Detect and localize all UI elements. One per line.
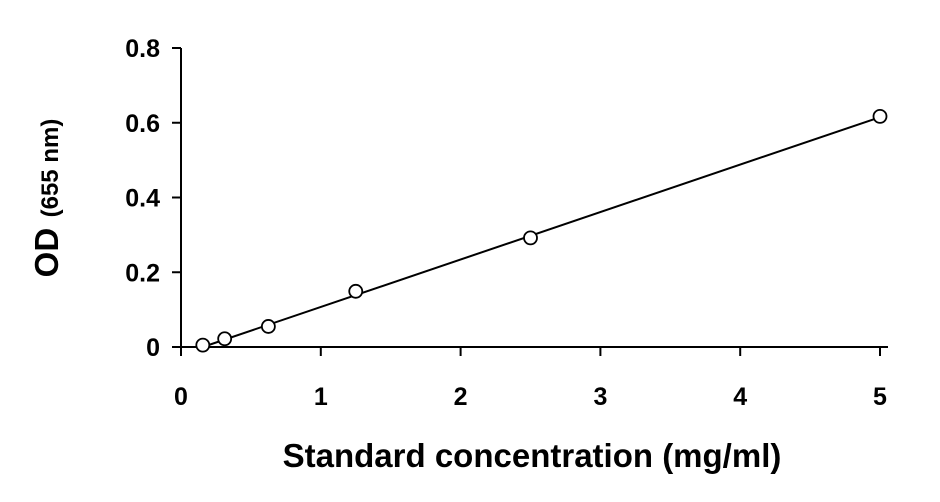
x-tick-label: 2 [454, 383, 468, 411]
x-axis-title: Standard concentration (mg/ml) [283, 437, 782, 474]
data-point [260, 319, 276, 334]
y-tick-label: 0.2 [125, 259, 160, 287]
y-tick-label: 0 [146, 334, 160, 362]
data-point [195, 337, 211, 353]
y-axis-title-main: OD [28, 228, 65, 278]
y-tick-label: 0.4 [125, 185, 160, 213]
x-tick-label: 1 [314, 383, 328, 411]
x-tick-label: 5 [873, 383, 887, 411]
y-axis-title: OD (655 nm) [28, 119, 65, 278]
x-tick-label: 0 [174, 383, 188, 411]
data-point [217, 331, 233, 347]
data-point [872, 108, 888, 124]
y-axis-ticks: 0 0.2 0.4 0.6 0.8 [125, 35, 181, 362]
x-tick-label: 4 [733, 383, 747, 411]
y-tick-label: 0.8 [125, 35, 160, 63]
x-axis-ticks: 0 1 2 3 4 5 [174, 347, 887, 411]
data-point [523, 230, 538, 246]
axes [180, 48, 888, 348]
trendline-group [202, 116, 881, 348]
data-point [348, 283, 364, 299]
trendline [202, 116, 881, 348]
y-axis-title-unit: (655 nm) [37, 119, 64, 218]
x-tick-label: 3 [593, 383, 607, 411]
y-tick-label: 0.6 [125, 110, 160, 138]
data-points [195, 108, 888, 353]
